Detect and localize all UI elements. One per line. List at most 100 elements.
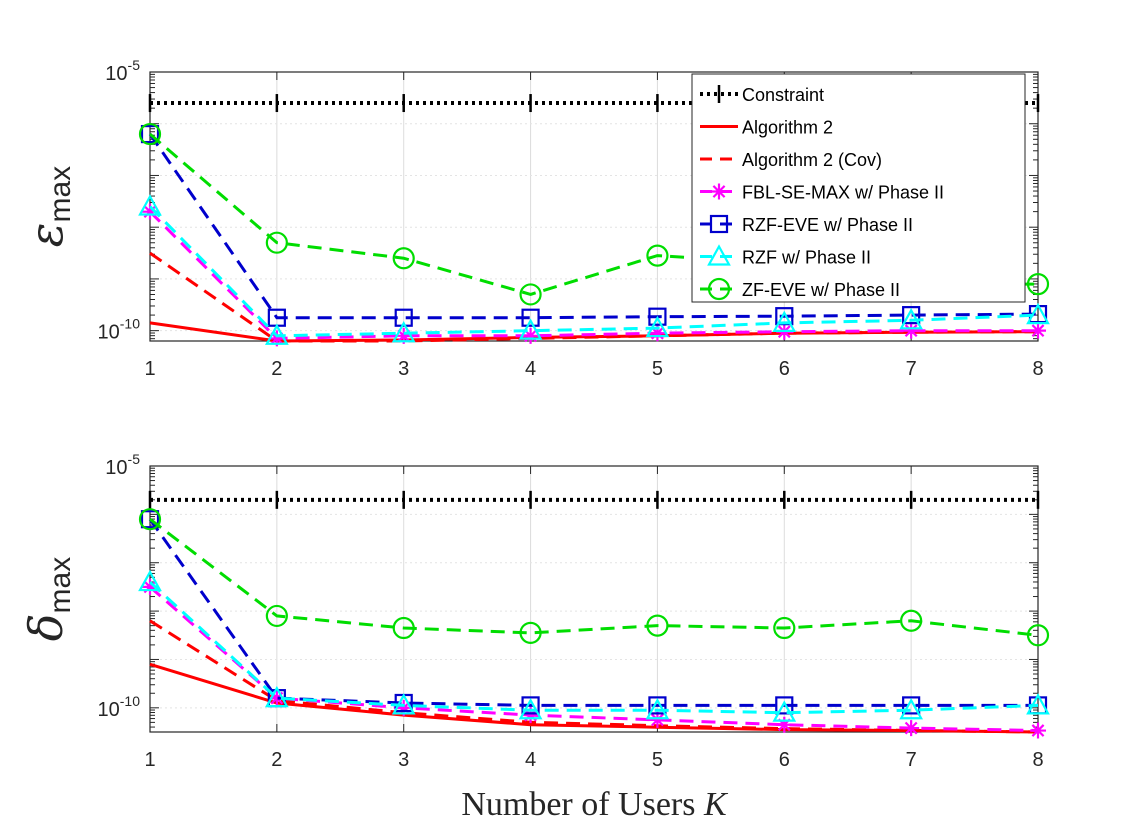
square-marker — [709, 214, 729, 234]
x-tick-label: 7 — [906, 358, 917, 380]
series-constraint — [148, 490, 1040, 509]
x-tick-label: 3 — [398, 749, 409, 771]
series-line — [148, 518, 1038, 707]
triangle-marker — [899, 308, 924, 330]
x-tick-label: 4 — [525, 358, 536, 380]
triangle-marker — [264, 323, 289, 345]
star-marker — [649, 711, 666, 728]
triangle-marker — [391, 320, 416, 343]
triangle-marker — [899, 697, 924, 720]
series-algorithm-2 — [149, 662, 1039, 734]
star-marker — [395, 327, 412, 344]
series-line — [149, 518, 1039, 637]
star-marker — [903, 720, 920, 737]
y-tick-label: 10-5 — [105, 451, 140, 479]
legend-label: ZF-EVE w/ Phase II — [742, 280, 900, 300]
y-axis-subscript: max — [44, 557, 77, 614]
star-marker — [142, 578, 158, 595]
series-line — [148, 580, 1039, 715]
square-marker — [902, 696, 921, 715]
x-tick-label: 8 — [1032, 749, 1043, 771]
star-marker — [1030, 722, 1046, 739]
triangle-marker — [138, 569, 162, 592]
y-tick-exponent: -10 — [120, 693, 140, 709]
y-axis-label: δmax — [19, 557, 77, 641]
legend-entry: Algorithm 2 (Cov) — [700, 150, 882, 170]
legend-label: Algorithm 2 (Cov) — [742, 150, 882, 170]
legend-entry: Constraint — [700, 85, 824, 105]
square-marker — [775, 696, 794, 715]
series-line — [149, 662, 1039, 734]
y-tick-exponent: -10 — [120, 316, 140, 332]
legend-label: Constraint — [742, 85, 824, 105]
legend-entry: Algorithm 2 — [700, 118, 833, 138]
star-marker — [268, 690, 285, 707]
x-tick-label: 3 — [398, 358, 409, 380]
x-tick-label: 2 — [271, 749, 282, 771]
legend-box — [691, 73, 1026, 303]
x-tick-label: 4 — [525, 749, 536, 771]
square-marker — [521, 308, 540, 327]
star-marker — [395, 699, 412, 716]
triangle-marker — [518, 697, 543, 720]
y-axis-label: εmax — [19, 166, 77, 247]
y-axis-symbol: δ — [19, 613, 73, 641]
star-marker — [522, 327, 539, 344]
square-marker — [140, 510, 160, 529]
circle-marker — [519, 621, 542, 644]
legend-label: Algorithm 2 — [742, 118, 833, 138]
square-marker — [648, 696, 667, 715]
circle-marker — [138, 508, 162, 531]
series-algorithm-2-cov- — [149, 619, 1039, 734]
circle-marker — [646, 614, 669, 637]
star-marker — [903, 322, 920, 339]
circle-marker — [265, 604, 288, 628]
x-tick-label: 6 — [779, 358, 790, 380]
circle-marker — [1026, 272, 1050, 296]
triangle-marker — [772, 310, 797, 332]
plot-area — [150, 466, 1038, 732]
square-marker — [648, 307, 667, 326]
triangle-marker — [645, 315, 670, 338]
circle-marker — [773, 616, 796, 640]
x-axis-label-variable: K — [703, 786, 729, 823]
y-axis-subscript: max — [44, 166, 77, 223]
circle-marker — [265, 231, 288, 254]
x-tick-label: 5 — [652, 749, 663, 771]
star-marker — [142, 203, 158, 220]
chart-panel-1: 1 2 3 4 5 6 7 810-510-10εmaxConstraintAlgorithm… — [19, 57, 1050, 380]
y-tick-exponent: -5 — [128, 451, 141, 467]
star-marker — [522, 707, 539, 724]
triangle-marker — [645, 697, 670, 720]
legend-entry: RZF-EVE w/ Phase II — [700, 214, 913, 235]
series-line — [148, 210, 1038, 340]
square-marker — [902, 306, 921, 325]
y-tick-label: 10-5 — [105, 57, 140, 85]
y-axis-symbol: ε — [19, 223, 73, 248]
star-marker — [1030, 322, 1046, 339]
circle-marker — [519, 283, 542, 306]
star-marker — [776, 716, 793, 733]
series-fbl-se-max-w-phase-ii — [142, 578, 1046, 739]
x-tick-label: 2 — [271, 358, 282, 380]
circle-marker — [1026, 624, 1050, 647]
y-tick-base: 10 — [105, 457, 127, 479]
legend-label: RZF w/ Phase II — [742, 248, 871, 268]
y-tick-base: 10 — [105, 63, 127, 85]
star-marker — [649, 325, 666, 342]
x-axis-label: Number of Users K — [461, 786, 729, 823]
triangle-marker — [264, 685, 289, 708]
series-line — [148, 205, 1039, 338]
triangle-marker — [391, 693, 416, 715]
y-tick-base: 10 — [98, 322, 120, 344]
x-tick-label: 1 — [144, 749, 155, 771]
series-line — [148, 133, 1039, 320]
y-tick-base: 10 — [98, 699, 120, 721]
series-fbl-se-max-w-phase-ii — [142, 203, 1046, 347]
y-tick-label: 10-10 — [98, 316, 141, 344]
x-tick-label: 7 — [906, 749, 917, 771]
star-marker — [711, 183, 727, 200]
triangle-marker — [518, 318, 543, 340]
